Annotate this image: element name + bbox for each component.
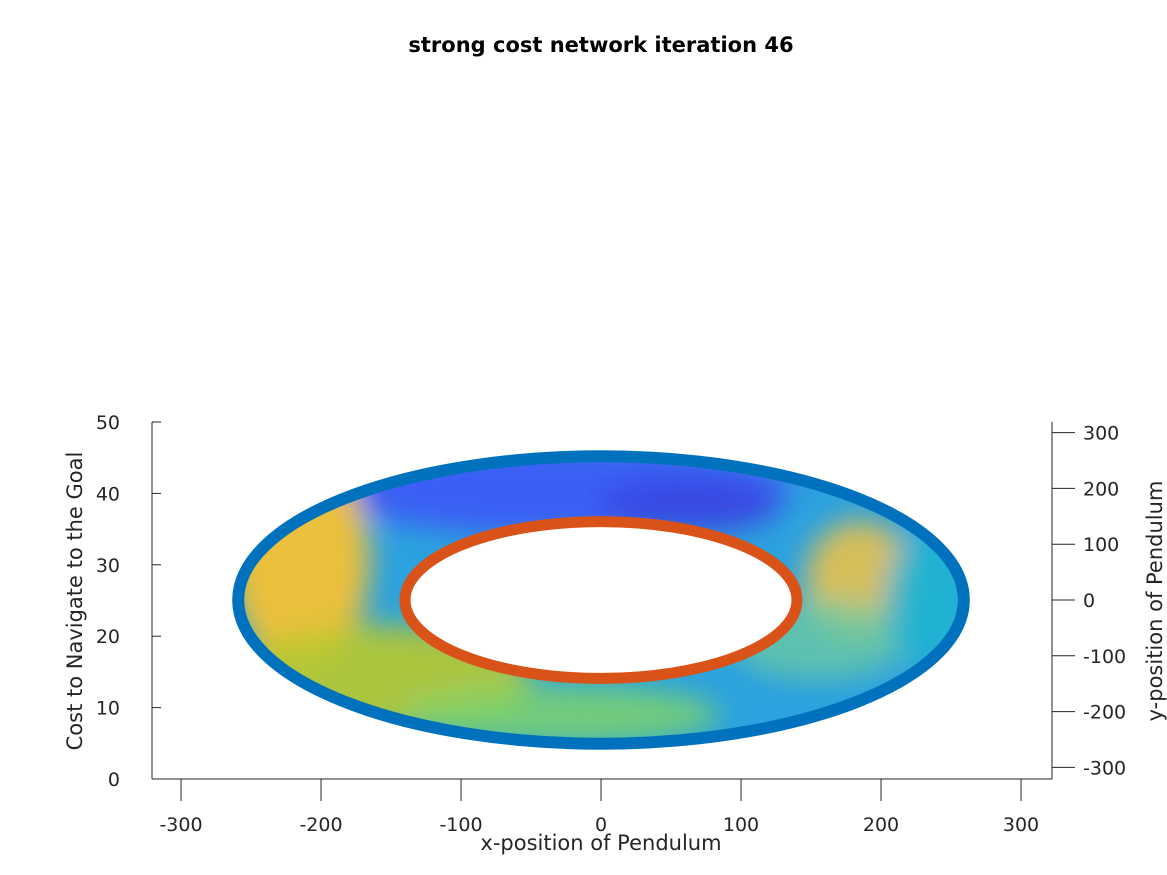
y-tick-label: -200 — [1083, 702, 1126, 724]
x-tick-label: -200 — [299, 814, 342, 836]
y-tick-label: 200 — [1083, 478, 1119, 500]
inner-boundary-ring — [399, 516, 803, 684]
z-tick-label: 0 — [108, 769, 120, 791]
y-tick-label: -100 — [1083, 646, 1126, 668]
x-tick-label: -300 — [159, 814, 202, 836]
z-tick-label: 50 — [96, 412, 120, 434]
y-tick-label: 100 — [1083, 534, 1119, 556]
x-tick-label: 300 — [1003, 814, 1039, 836]
z-tick-label: 20 — [96, 626, 120, 648]
y-tick-label: -300 — [1083, 757, 1126, 779]
axes: 0 10 20 30 40 50 -300 -200 -100 0 100 200 300 300 20… — [96, 412, 1126, 836]
x-axis-ticks: -300 -200 -100 0 100 200 300 — [159, 779, 1039, 836]
x-axis-label: x-position of Pendulum — [480, 831, 721, 855]
z-tick-label: 40 — [96, 483, 120, 505]
outer-boundary-ring — [232, 450, 970, 750]
x-tick-label: 100 — [723, 814, 759, 836]
y-axis-label: y-position of Pendulum — [1143, 481, 1167, 722]
x-tick-label: -100 — [439, 814, 482, 836]
z-tick-label: 30 — [96, 555, 120, 577]
y-axis-ticks: 300 200 100 0 -100 -200 -300 — [1052, 423, 1126, 779]
cost-surface — [234, 453, 968, 747]
mid-cost-region-right — [730, 600, 910, 680]
x-tick-label: 200 — [863, 814, 899, 836]
z-axis-label: Cost to Navigate to the Goal — [63, 452, 87, 751]
y-tick-label: 300 — [1083, 423, 1119, 445]
x-tick-label: 0 — [595, 814, 607, 836]
z-axis-ticks: 0 10 20 30 40 50 — [96, 412, 161, 791]
z-tick-label: 10 — [96, 698, 120, 720]
y-tick-label: 0 — [1083, 590, 1095, 612]
chart-title: strong cost network iteration 46 — [408, 33, 793, 57]
